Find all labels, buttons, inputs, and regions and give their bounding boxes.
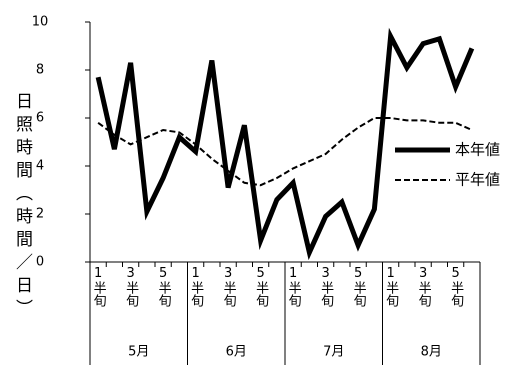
group-label: 8月	[421, 345, 442, 360]
x-tick-label: 5半旬	[448, 266, 464, 307]
x-tick-label: 1半旬	[383, 266, 399, 307]
series-line	[95, 27, 475, 261]
y-axis-label: 日照時間（時間／日）	[12, 92, 33, 322]
legend-label: 平年値	[455, 171, 500, 189]
x-tick-label: 3半旬	[318, 266, 334, 307]
group-label: 7月	[323, 345, 344, 360]
y-tick-label: 2	[36, 207, 44, 222]
series-line	[97, 117, 473, 187]
x-tick-label: 1半旬	[286, 266, 302, 307]
legend-label: 本年値	[455, 141, 500, 159]
x-tick-label: 3半旬	[123, 266, 139, 307]
y-tick-label: 8	[36, 63, 44, 78]
y-tick-label: 6	[36, 111, 44, 126]
y-tick-label: 0	[36, 255, 44, 270]
x-tick-label: 3半旬	[221, 266, 237, 307]
y-tick-label: 10	[32, 15, 49, 30]
x-tick-label: 1半旬	[188, 266, 204, 307]
x-tick-label: 5半旬	[253, 266, 269, 307]
x-tick-label: 5半旬	[351, 266, 367, 307]
x-tick-label: 1半旬	[91, 266, 107, 307]
group-label: 5月	[128, 345, 149, 360]
y-tick-label: 4	[36, 159, 44, 174]
group-label: 6月	[226, 345, 247, 360]
x-tick-label: 3半旬	[416, 266, 432, 307]
x-tick-label: 5半旬	[156, 266, 172, 307]
